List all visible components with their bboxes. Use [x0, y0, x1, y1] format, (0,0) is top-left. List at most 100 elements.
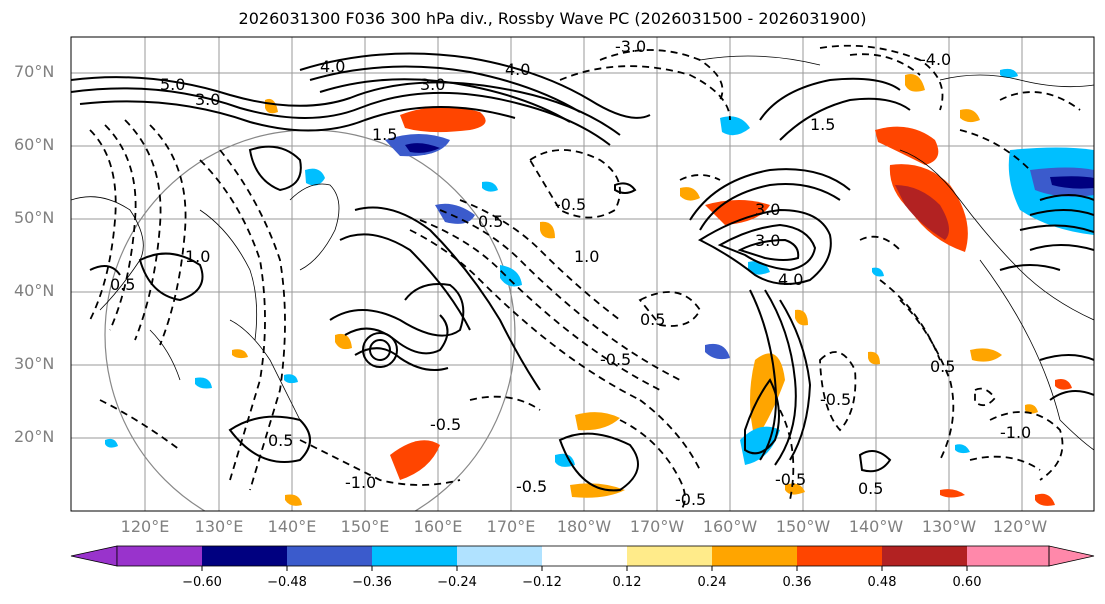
- shade-blob: [400, 106, 486, 133]
- contour-label: 0.5: [478, 212, 503, 231]
- contour-label: 0.5: [640, 310, 665, 329]
- contour-label: -0.5: [555, 195, 586, 214]
- plot-title: 2026031300 F036 300 hPa div., Rossby Wav…: [238, 9, 867, 28]
- contour-label: 3.0: [755, 200, 780, 219]
- colorbar-tick-label: 0.24: [697, 575, 727, 590]
- shade-blob: [232, 349, 248, 359]
- shade-blob: [482, 181, 498, 192]
- contour-label: 4.0: [778, 270, 803, 289]
- shade-blob: [795, 309, 808, 326]
- shade-blob: [750, 353, 785, 440]
- shade-blob: [265, 98, 278, 114]
- shade-blob: [940, 489, 965, 498]
- contour-label: 1.0: [185, 247, 210, 266]
- contour-label: -4.0: [920, 50, 951, 69]
- contour-label: 3.0: [195, 90, 220, 109]
- colorbar-swatch: [372, 546, 457, 566]
- lat-label-70n: 70°N: [14, 62, 55, 81]
- divergence-shading: [105, 68, 1094, 506]
- contour-label: 1.5: [810, 115, 835, 134]
- lat-label-50n: 50°N: [14, 208, 55, 227]
- contour-label: 1.5: [372, 125, 397, 144]
- shade-blob: [970, 348, 1002, 362]
- contour-label: 0.5: [268, 431, 293, 450]
- colorbar-swatch: [797, 546, 882, 566]
- shade-blob: [570, 483, 625, 498]
- colorbar-max-extend: [1048, 545, 1095, 567]
- shade-blob: [105, 438, 118, 448]
- shade-blob: [720, 116, 750, 136]
- lon-label: 180°W: [556, 517, 612, 536]
- dashed-contours: [89, 44, 1081, 511]
- colorbar-tick-label: 0.36: [782, 575, 812, 590]
- colorbar-outline: [116, 545, 1050, 567]
- coastlines: [71, 55, 1094, 451]
- lat-label-60n: 60°N: [14, 135, 55, 154]
- lon-label: 140°W: [848, 517, 904, 536]
- colorbar-min-extend: [70, 545, 118, 567]
- shade-blob: [195, 377, 212, 389]
- shade-blob: [575, 412, 620, 431]
- contour-label: -0.5: [820, 390, 851, 409]
- shade-blob: [872, 267, 884, 277]
- lat-label-30n: 30°N: [14, 354, 55, 373]
- colorbar-tick-label: −0.24: [437, 575, 477, 590]
- colorbar-tick-label: 0.60: [952, 575, 982, 590]
- contour-label: 3.0: [755, 231, 780, 250]
- colorbar-swatch: [287, 546, 372, 566]
- colorbar-swatch: [457, 546, 542, 566]
- colorbar: [70, 545, 1095, 571]
- shade-blob: [390, 440, 440, 480]
- lon-label: 120°E: [120, 517, 170, 536]
- contour-label: 0.5: [930, 357, 955, 376]
- solid-contours: [71, 52, 1094, 492]
- shade-blob: [868, 351, 880, 365]
- shade-blob: [1050, 176, 1094, 189]
- shade-blob: [435, 203, 475, 224]
- lon-label: 150°W: [775, 517, 831, 536]
- lon-label: 130°W: [921, 517, 977, 536]
- lon-label: 170°E: [486, 517, 536, 536]
- contour-labels: 5.0 3.0 4.0 1.5 0.5 -0.5 -1.0 1.0 3.0 4.…: [110, 37, 1031, 509]
- shade-blob: [540, 221, 555, 239]
- shade-blob: [1035, 493, 1055, 506]
- shade-blob: [305, 168, 325, 186]
- contour-label: -0.5: [675, 490, 706, 509]
- lon-label: 160°E: [413, 517, 463, 536]
- shade-blob: [1025, 404, 1038, 414]
- lon-label: 150°E: [340, 517, 390, 536]
- contour-label: 3.0: [420, 75, 445, 94]
- colorbar-tick-label: 0.48: [867, 575, 897, 590]
- lat-label-40n: 40°N: [14, 281, 55, 300]
- shade-blob: [895, 185, 949, 240]
- contour-label: 1.0: [574, 247, 599, 266]
- colorbar-tick-label: −0.60: [182, 575, 222, 590]
- contour-label: -0.5: [430, 415, 461, 434]
- contour-label: 0.5: [858, 479, 883, 498]
- lon-label: 130°E: [194, 517, 244, 536]
- shade-blob: [705, 343, 730, 360]
- contour-label: 4.0: [505, 60, 530, 79]
- contour-label: -1.0: [1000, 423, 1031, 442]
- shade-blob: [335, 333, 352, 350]
- contour-label: -0.5: [516, 477, 547, 496]
- shade-blob: [1000, 68, 1018, 78]
- colorbar-swatch: [202, 546, 287, 566]
- shade-blob: [955, 444, 970, 454]
- shade-blob: [680, 187, 700, 201]
- contour-label: 4.0: [320, 57, 345, 76]
- shade-blob: [284, 374, 298, 384]
- lon-label: 160°W: [702, 517, 758, 536]
- colorbar-swatch: [967, 546, 1049, 566]
- colorbar-tick-label: −0.12: [522, 575, 562, 590]
- colorbar-swatch: [542, 546, 627, 566]
- contour-label: 0.5: [110, 275, 135, 294]
- colorbar-swatch: [882, 546, 967, 566]
- lat-label-20n: 20°N: [14, 427, 55, 446]
- contour-label: -0.5: [600, 350, 631, 369]
- lon-label: 170°W: [629, 517, 685, 536]
- shade-blob: [960, 109, 980, 123]
- contour-label: -3.0: [615, 37, 646, 56]
- contour-label: -0.5: [775, 470, 806, 489]
- shade-blob: [405, 143, 440, 153]
